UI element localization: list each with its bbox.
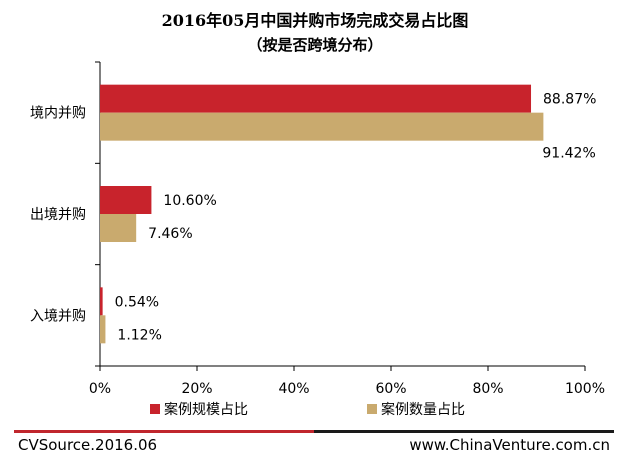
footer-rule-black (314, 430, 614, 433)
category-label: 出境并购 (30, 207, 86, 223)
data-label: 91.42% (542, 146, 595, 162)
footer-rule-red (14, 430, 314, 433)
x-tick-label: 80% (472, 381, 503, 397)
x-tick-label: 0% (89, 381, 111, 397)
data-label: 1.12% (117, 327, 161, 343)
x-tick-label: 20% (181, 381, 212, 397)
category-label: 境内并购 (30, 106, 86, 122)
source-label: CVSource.2016.06 (18, 436, 158, 454)
chart-subtitle: （按是否跨境分布） (247, 36, 382, 54)
x-tick-label: 100% (565, 381, 605, 397)
bar-chart: 2016年05月中国并购市场完成交易占比图 （按是否跨境分布） 0% 20% 40%… (30, 11, 605, 418)
bar (100, 84, 532, 113)
data-label: 10.60% (163, 193, 216, 209)
bar (100, 315, 106, 344)
bar (100, 112, 544, 141)
legend-swatch (150, 404, 160, 414)
legend: 案例规模占比 案例数量占比 (150, 401, 465, 418)
data-label: 0.54% (115, 294, 159, 310)
bar (100, 186, 152, 214)
plot-area: 0% 20% 40% 60% 80% 100% 境内并购 88.87% 91.42% 出境并购 10… (30, 61, 605, 397)
legend-label: 案例规模占比 (164, 401, 248, 418)
data-label: 88.87% (543, 92, 596, 108)
bar (100, 287, 103, 316)
chart-title: 2016年05月中国并购市场完成交易占比图 (162, 11, 469, 30)
legend-swatch (367, 404, 377, 414)
legend-label: 案例数量占比 (381, 401, 465, 418)
category-label: 入境并购 (30, 308, 86, 324)
website-label: www.ChinaVenture.com.cn (409, 436, 610, 454)
x-tick-label: 40% (278, 381, 309, 397)
x-tick-label: 60% (375, 381, 406, 397)
bar (100, 214, 137, 242)
data-label: 7.46% (148, 226, 192, 242)
